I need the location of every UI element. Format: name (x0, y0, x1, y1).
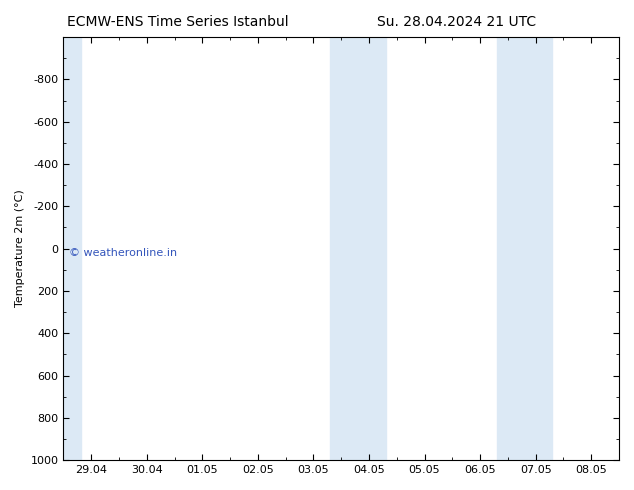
Bar (497, 37, 552, 460)
Bar (63, 37, 81, 460)
Text: Su. 28.04.2024 21 UTC: Su. 28.04.2024 21 UTC (377, 15, 536, 29)
Y-axis label: Temperature 2m (°C): Temperature 2m (°C) (15, 190, 25, 307)
Text: © weatheronline.in: © weatheronline.in (69, 248, 177, 258)
Bar (330, 37, 385, 460)
Text: ECMW-ENS Time Series Istanbul: ECMW-ENS Time Series Istanbul (67, 15, 288, 29)
